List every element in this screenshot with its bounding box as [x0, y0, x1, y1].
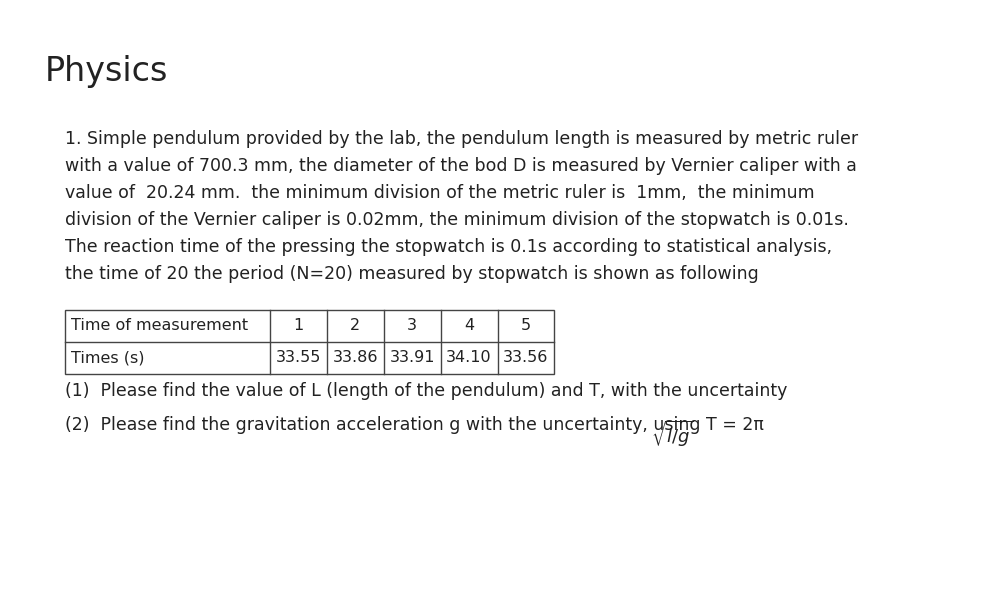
Text: $\sqrt{l/g}$: $\sqrt{l/g}$: [651, 419, 693, 449]
Text: 1. Simple pendulum provided by the lab, the pendulum length is measured by metri: 1. Simple pendulum provided by the lab, …: [65, 130, 858, 148]
Text: 33.86: 33.86: [333, 350, 378, 365]
Text: with a value of 700.3 mm, the diameter of the bod D is measured by Vernier calip: with a value of 700.3 mm, the diameter o…: [65, 157, 857, 175]
Text: Physics: Physics: [45, 55, 168, 88]
Text: 2: 2: [350, 318, 361, 333]
Text: division of the Vernier caliper is 0.02mm, the minimum division of the stopwatch: division of the Vernier caliper is 0.02m…: [65, 211, 849, 229]
Text: 1: 1: [293, 318, 304, 333]
Text: 33.55: 33.55: [276, 350, 321, 365]
Text: (2)  Please find the gravitation acceleration g with the uncertainty, using T = : (2) Please find the gravitation accelera…: [65, 416, 764, 434]
Bar: [65, 310, 554, 374]
Text: 4: 4: [464, 318, 475, 333]
Text: Times (s): Times (s): [71, 350, 145, 365]
Text: 5: 5: [520, 318, 531, 333]
Text: 3: 3: [407, 318, 418, 333]
Text: 33.56: 33.56: [503, 350, 548, 365]
Text: Time of measurement: Time of measurement: [71, 318, 248, 333]
Text: (1)  Please find the value of L (length of the pendulum) and T, with the uncerta: (1) Please find the value of L (length o…: [65, 382, 787, 400]
Text: the time of 20 the period (N=20) measured by stopwatch is shown as following: the time of 20 the period (N=20) measure…: [65, 265, 758, 283]
Text: value of  20.24 mm.  the minimum division of the metric ruler is  1mm,  the mini: value of 20.24 mm. the minimum division …: [65, 184, 814, 202]
Text: 33.91: 33.91: [390, 350, 435, 365]
Text: 34.10: 34.10: [447, 350, 492, 365]
Text: The reaction time of the pressing the stopwatch is 0.1s according to statistical: The reaction time of the pressing the st…: [65, 238, 832, 256]
